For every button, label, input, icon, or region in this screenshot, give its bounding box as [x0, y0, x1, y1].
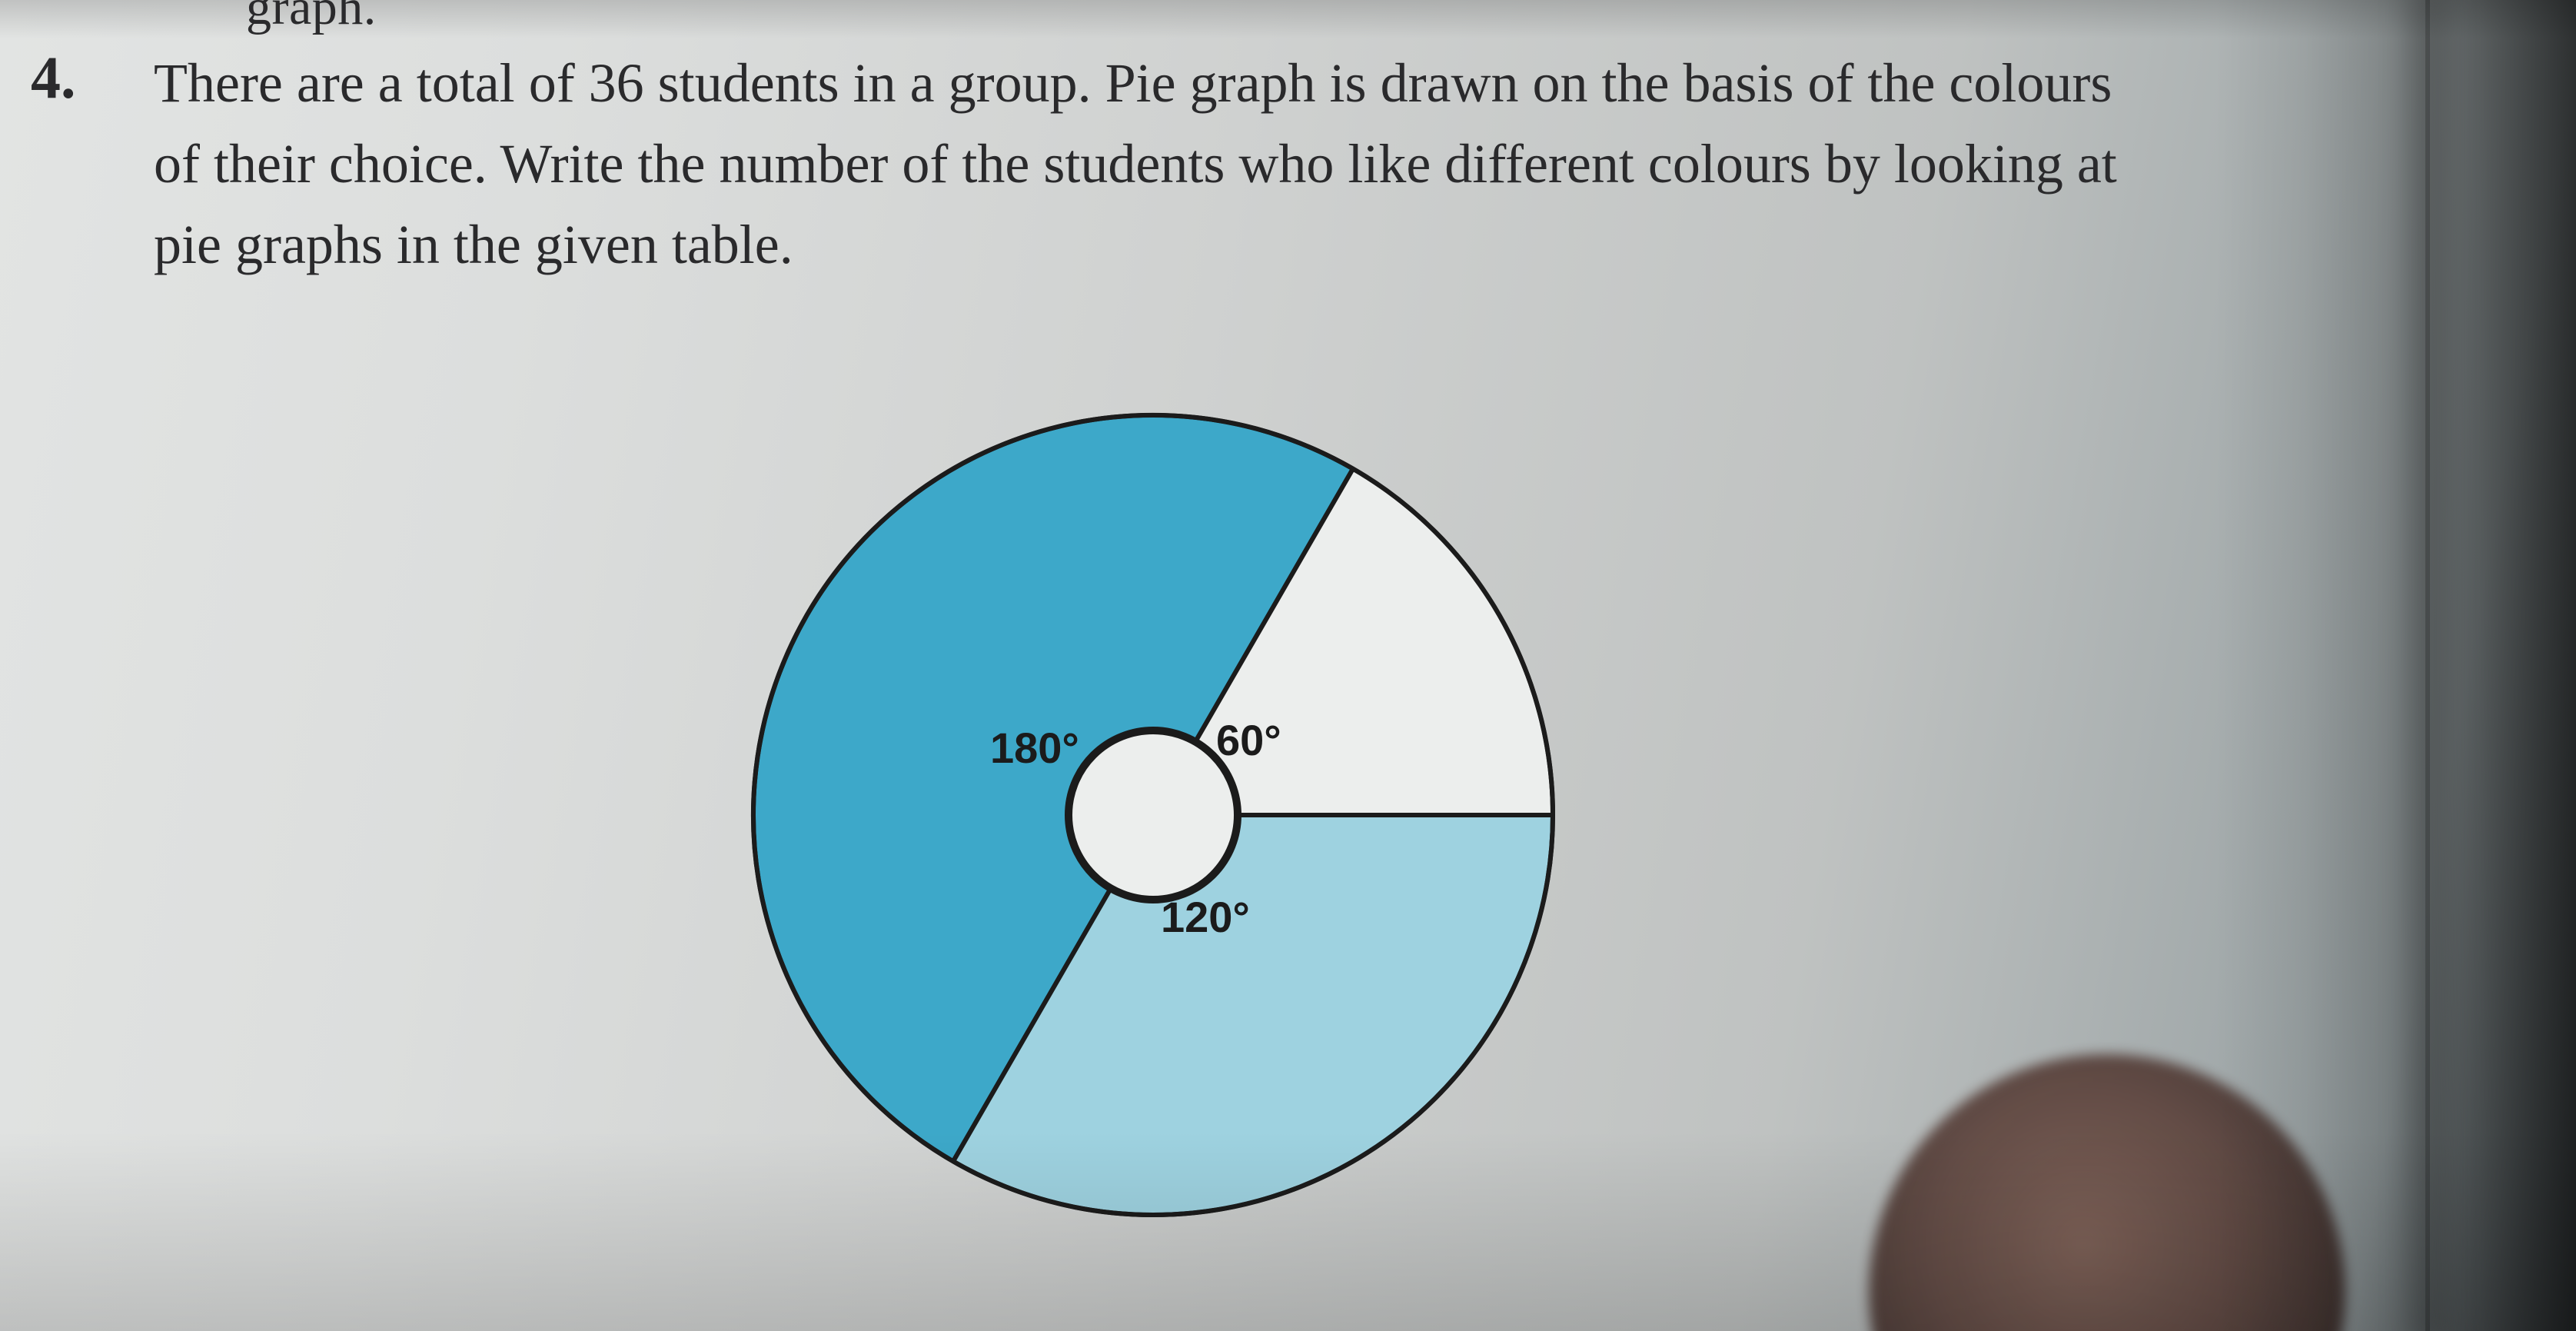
angle-label-180: 180° — [990, 723, 1079, 773]
question-text: There are a total of 36 students in a gr… — [154, 43, 2291, 285]
angle-label-120: 120° — [1161, 892, 1250, 942]
angle-label-60: 60° — [1216, 715, 1281, 765]
question-line-3: pie graphs in the given table. — [154, 214, 793, 275]
question-number: 4. — [31, 43, 76, 112]
pie-chart: 180° 60° 120° — [692, 354, 1614, 1276]
pie-svg — [692, 354, 1614, 1276]
page-gutter — [2425, 0, 2430, 1331]
question-line-2: of their choice. Write the number of the… — [154, 133, 2117, 195]
previous-line-fragment: graph. — [246, 0, 377, 37]
question-line-1: There are a total of 36 students in a gr… — [154, 52, 2112, 114]
